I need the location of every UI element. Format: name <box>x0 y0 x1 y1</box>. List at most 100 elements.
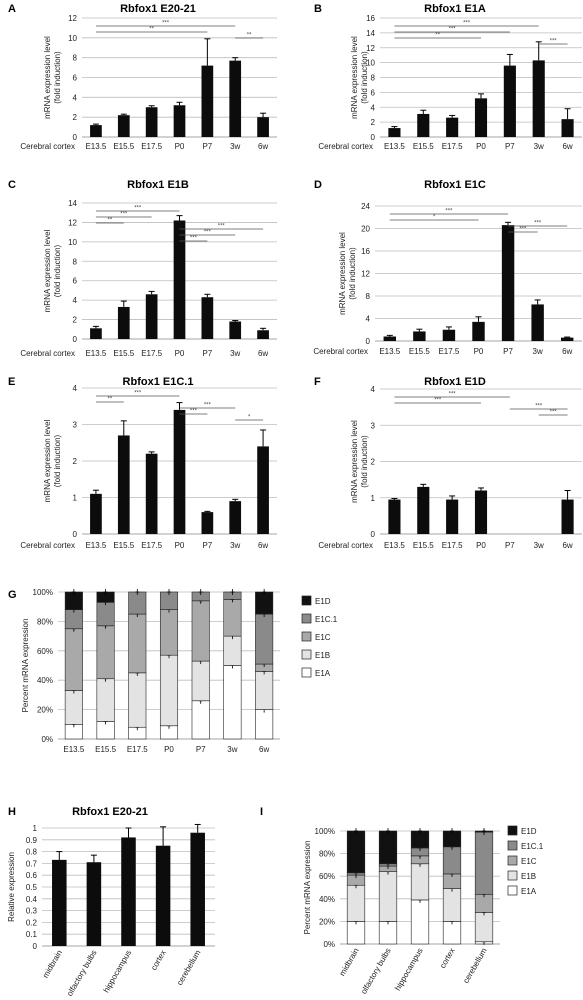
legend-swatch <box>507 825 518 836</box>
y-tick-label: 6 <box>371 88 376 97</box>
significance-label: *** <box>204 403 212 409</box>
stack-segment <box>346 884 366 922</box>
legend-swatch <box>301 649 312 660</box>
bar <box>532 60 545 137</box>
y-axis-label: (fold induction) <box>348 247 357 300</box>
y-tick-label: 4 <box>73 93 78 102</box>
x-tick-label: E13.5 <box>85 541 106 550</box>
y-tick-label: 12 <box>366 44 375 53</box>
x-tick-label: P7 <box>505 541 515 550</box>
y-axis-label: mRNA expression level <box>43 36 52 119</box>
y-tick-label: 0% <box>41 735 53 744</box>
stack-segment <box>128 591 147 615</box>
y-tick-label: 0 <box>366 337 371 346</box>
significance-label: *** <box>550 410 558 416</box>
x-tick-label: E17.5 <box>141 541 162 550</box>
bar <box>52 859 67 946</box>
panel-d: D Rbfox1 E1C 0 4 8 12 16 20 24 mRNA expression le… <box>313 179 582 356</box>
panel-f: F Rbfox1 E1D 0 1 2 3 4 mRNA expression level (fo… <box>314 376 582 550</box>
x-tick-label: P7 <box>503 347 513 356</box>
x-tick-label: 6w <box>562 142 572 151</box>
panel-letter: A <box>8 3 16 15</box>
stack-segment <box>191 600 210 662</box>
significance-label: * <box>433 215 436 221</box>
x-tick-label: P0 <box>164 745 174 754</box>
bar <box>474 490 488 534</box>
stack-segment <box>159 609 179 656</box>
stack-segment <box>410 899 430 945</box>
stack-segment <box>378 921 398 945</box>
y-axis-label: Percent mRNA expression <box>303 841 312 935</box>
y-tick-label: 6 <box>73 74 78 83</box>
legend-label: E1C <box>521 857 537 866</box>
y-tick-label: 4 <box>371 103 376 112</box>
bar <box>117 435 130 534</box>
x-tick-label: P0 <box>476 541 486 550</box>
x-tick-label: 3w <box>230 142 240 151</box>
y-tick-label: 0.3 <box>26 907 38 916</box>
x-tick-label: E15.5 <box>113 349 134 358</box>
row-label: Cerebral cortex <box>318 142 373 151</box>
y-tick-label: 0.6 <box>26 871 38 880</box>
significance-label: * <box>248 415 251 421</box>
bar <box>417 113 430 137</box>
stack-segment <box>346 830 366 874</box>
legend-label: E1B <box>521 872 536 881</box>
y-axis-label: (fold induction) <box>360 51 369 104</box>
panel-letter: I <box>260 806 263 818</box>
legend-swatch <box>507 870 518 881</box>
legend-label: E1A <box>315 669 331 678</box>
bar <box>155 845 171 946</box>
stack-segment <box>442 888 462 922</box>
y-tick-label: 8 <box>73 54 78 63</box>
bar <box>145 453 158 534</box>
bar <box>474 98 488 137</box>
panel-h: H Rbfox1 E20-21 0 0.1 0.2 0.3 0.4 0.5 0.6 0.7 0.8 0… <box>7 806 215 998</box>
x-tick-label: 3w <box>534 541 544 550</box>
bar <box>229 501 242 534</box>
y-tick-label: 80% <box>37 617 53 626</box>
bar <box>388 128 401 137</box>
x-tick-label: E13.5 <box>85 142 106 151</box>
y-tick-label: 4 <box>73 296 78 305</box>
y-axis-label: (fold induction) <box>53 51 62 104</box>
bar <box>257 446 269 534</box>
x-tick-label: P7 <box>202 142 212 151</box>
y-tick-label: 8 <box>371 74 376 83</box>
x-tick-label: E13.5 <box>63 745 84 754</box>
significance-label: *** <box>218 224 226 230</box>
significance-label: ** <box>108 397 113 403</box>
panel-g: G 0% 20% 40% 60% 80% 100% Percent mRNA expressi… <box>8 588 338 754</box>
x-tick-label: cerebellum <box>175 948 203 987</box>
bar <box>388 499 401 534</box>
y-axis-label: mRNA expression level <box>350 420 359 503</box>
y-tick-label: 4 <box>366 315 371 324</box>
panel-c: C Rbfox1 E1B 0 2 4 6 8 10 12 14 mRNA expression le… <box>8 179 277 358</box>
bar <box>472 321 485 341</box>
row-label: Cerebral cortex <box>318 541 373 550</box>
bar <box>442 329 456 341</box>
y-tick-label: 10 <box>68 238 77 247</box>
x-tick-label: 3w <box>227 745 237 754</box>
x-tick-label: P0 <box>175 541 185 550</box>
significance-label: *** <box>550 39 558 45</box>
legend-label: E1C <box>315 633 331 642</box>
bar <box>229 60 242 138</box>
panel-b: B Rbfox1 E1A 0 2 4 6 8 10 12 14 16 mRNA expression … <box>314 3 582 151</box>
stack-segment <box>474 831 494 895</box>
bar <box>173 409 186 534</box>
chart-title: Rbfox1 E1C.1 <box>123 376 194 388</box>
y-tick-label: 20% <box>319 917 335 926</box>
significance-label: *** <box>120 212 128 218</box>
x-tick-label: 6w <box>562 347 572 356</box>
y-tick-label: 12 <box>68 14 77 23</box>
stack-segment <box>410 863 430 901</box>
x-tick-label: E17.5 <box>438 347 459 356</box>
legend-swatch <box>507 885 518 896</box>
legend-swatch <box>507 840 518 851</box>
y-tick-label: 2 <box>73 457 78 466</box>
significance-label: *** <box>134 206 142 212</box>
bar <box>413 331 426 341</box>
y-tick-label: 2 <box>371 458 376 467</box>
x-tick-label: 6w <box>259 745 269 754</box>
